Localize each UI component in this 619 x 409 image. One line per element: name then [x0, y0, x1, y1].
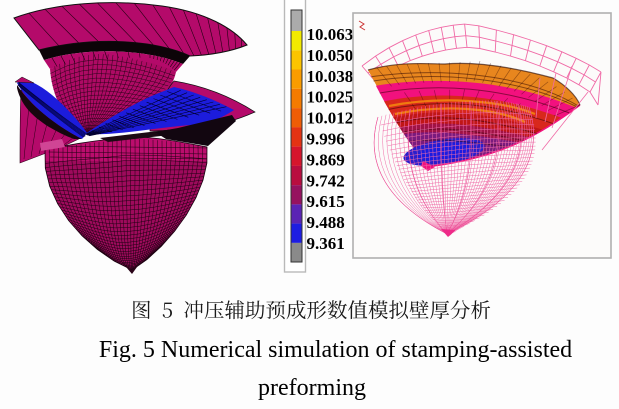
svg-text:9.742: 9.742 — [307, 171, 345, 190]
svg-text:9.996: 9.996 — [307, 130, 345, 149]
svg-text:preforming: preforming — [258, 375, 366, 401]
svg-text:10.050: 10.050 — [307, 46, 354, 65]
svg-text:9.869: 9.869 — [307, 150, 345, 169]
svg-text:10.012: 10.012 — [307, 109, 354, 128]
svg-text:10.063: 10.063 — [307, 25, 354, 44]
svg-text:10.038: 10.038 — [307, 67, 354, 86]
svg-text:10.025: 10.025 — [307, 88, 354, 107]
svg-text:9.488: 9.488 — [307, 213, 345, 232]
svg-text:Fig. 5 Numerical simulation of: Fig. 5 Numerical simulation of stamping-… — [99, 337, 572, 363]
svg-text:9.615: 9.615 — [307, 192, 345, 211]
svg-text:9.361: 9.361 — [307, 234, 345, 253]
